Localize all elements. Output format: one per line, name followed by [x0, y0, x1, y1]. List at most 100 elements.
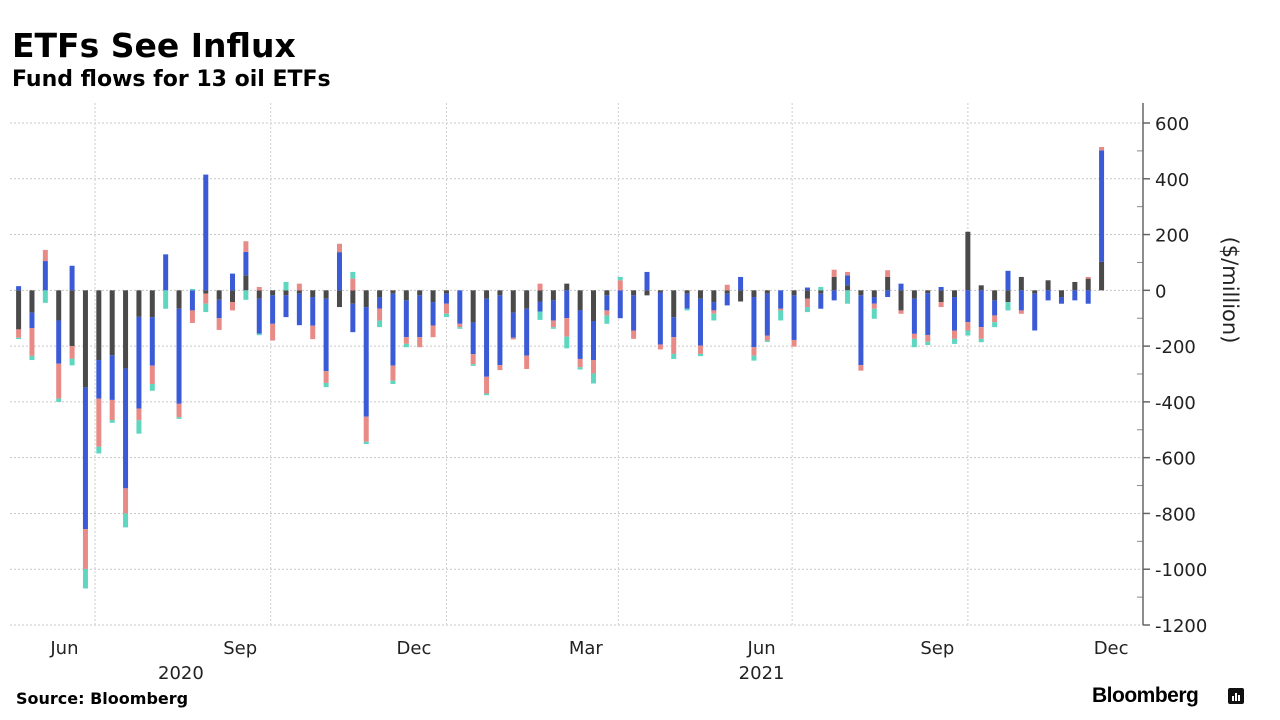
bar-segment-series-0 — [818, 290, 824, 294]
bar-segment-series-2 — [911, 333, 917, 339]
bar-segment-series-1 — [577, 310, 583, 359]
y-tick-label: 0 — [1155, 281, 1166, 302]
bar-stack — [1005, 270, 1011, 311]
bar-segment-series-0 — [56, 290, 62, 321]
bar-segment-series-3 — [96, 446, 102, 454]
bar-segment-series-3 — [403, 343, 409, 348]
bar-segment-series-0 — [377, 290, 383, 298]
bar-stack — [96, 290, 102, 454]
bar-segment-series-0 — [911, 290, 917, 299]
bar-segment-series-0 — [925, 290, 931, 294]
bar-segment-series-2 — [69, 346, 75, 359]
bar-segment-series-2 — [1099, 146, 1105, 151]
bar-segment-series-0 — [1085, 278, 1091, 291]
bar-stack — [109, 290, 115, 423]
bar-segment-series-2 — [457, 323, 463, 328]
bar-segment-series-2 — [524, 355, 530, 369]
bar-stack — [657, 290, 663, 350]
bar-stack — [336, 243, 342, 308]
bar-stack — [925, 290, 931, 345]
bar-stack — [256, 286, 262, 336]
bar-segment-series-1 — [858, 295, 864, 366]
bar-segment-series-2 — [390, 365, 396, 381]
bar-segment-series-0 — [403, 290, 409, 301]
bar-segment-series-3 — [845, 290, 851, 304]
bar-segment-series-3 — [591, 373, 597, 384]
bar-stack — [591, 290, 597, 384]
bar-stack — [898, 283, 904, 314]
bar-segment-series-1 — [283, 295, 289, 318]
bar-segment-series-2 — [1085, 276, 1091, 279]
bar-segment-series-1 — [403, 300, 409, 338]
bar-segment-series-0 — [510, 290, 516, 313]
bar-segment-series-1 — [992, 300, 998, 316]
bar-segment-series-0 — [16, 290, 22, 330]
bar-segment-series-3 — [697, 353, 703, 357]
bar-segment-series-2 — [350, 278, 356, 291]
bar-segment-series-1 — [336, 252, 342, 291]
bar-segment-series-3 — [176, 417, 182, 419]
bar-segment-series-0 — [564, 283, 570, 291]
bar-segment-series-1 — [1072, 290, 1078, 301]
bar-stack — [176, 290, 182, 419]
bar-segment-series-2 — [831, 269, 837, 277]
bar-segment-series-0 — [898, 290, 904, 311]
y-tick-label: 600 — [1155, 114, 1189, 135]
bar-segment-series-0 — [550, 290, 556, 301]
bar-segment-series-3 — [163, 290, 169, 309]
bar-segment-series-2 — [845, 271, 851, 276]
bar-segment-series-2 — [564, 318, 570, 337]
bar-segment-series-1 — [604, 295, 610, 311]
bar-stack — [457, 290, 463, 329]
bar-segment-series-1 — [550, 300, 556, 321]
bar-stack — [443, 290, 449, 318]
bar-segment-series-2 — [992, 315, 998, 323]
bar-stack — [724, 284, 730, 306]
bar-stack — [644, 271, 650, 296]
bar-stack — [804, 287, 810, 313]
bar-segment-series-3 — [537, 311, 543, 320]
bar-segment-series-2 — [123, 488, 129, 514]
bar-segment-series-0 — [978, 285, 984, 291]
bar-segment-series-0 — [671, 290, 677, 318]
bar-segment-series-1 — [430, 302, 436, 326]
bar-segment-series-2 — [430, 325, 436, 338]
y-tick-label: -400 — [1155, 393, 1196, 414]
bar-segment-series-0 — [711, 290, 717, 303]
bar-segment-series-1 — [243, 251, 249, 276]
bar-segment-series-0 — [697, 290, 703, 299]
bar-segment-series-2 — [550, 320, 556, 328]
bar-stack — [377, 290, 383, 328]
bar-stack — [69, 265, 75, 366]
bar-segment-series-0 — [1045, 280, 1051, 291]
bar-segment-series-3 — [751, 355, 757, 361]
bar-segment-series-1 — [136, 316, 142, 409]
bar-segment-series-0 — [136, 290, 142, 317]
bar-segment-series-2 — [617, 280, 623, 291]
bar-segment-series-1 — [631, 295, 637, 331]
bar-segment-series-1 — [109, 355, 115, 400]
bar-stack — [470, 290, 476, 366]
bar-segment-series-1 — [510, 312, 516, 338]
bar-segment-series-1 — [69, 265, 75, 291]
bar-segment-series-2 — [724, 284, 730, 291]
bar-segment-series-2 — [443, 303, 449, 314]
bar-stack — [403, 290, 409, 348]
bar-segment-series-3 — [42, 290, 48, 303]
bar-segment-series-3 — [925, 341, 931, 345]
bar-segment-series-1 — [831, 290, 837, 301]
bar-segment-series-0 — [831, 276, 837, 291]
bar-segment-series-3 — [1005, 302, 1011, 311]
bar-segment-series-1 — [390, 293, 396, 366]
bar-segment-series-0 — [243, 275, 249, 291]
bar-stack — [617, 276, 623, 319]
bar-stack — [992, 290, 998, 328]
bar-segment-series-2 — [697, 345, 703, 354]
bar-segment-series-2 — [484, 376, 490, 394]
bar-stack — [283, 281, 289, 318]
bar-segment-series-3 — [350, 271, 356, 279]
bar-segment-series-2 — [978, 327, 984, 339]
bar-stack — [29, 290, 35, 361]
bar-segment-series-0 — [96, 290, 102, 361]
bar-segment-series-3 — [804, 307, 810, 313]
